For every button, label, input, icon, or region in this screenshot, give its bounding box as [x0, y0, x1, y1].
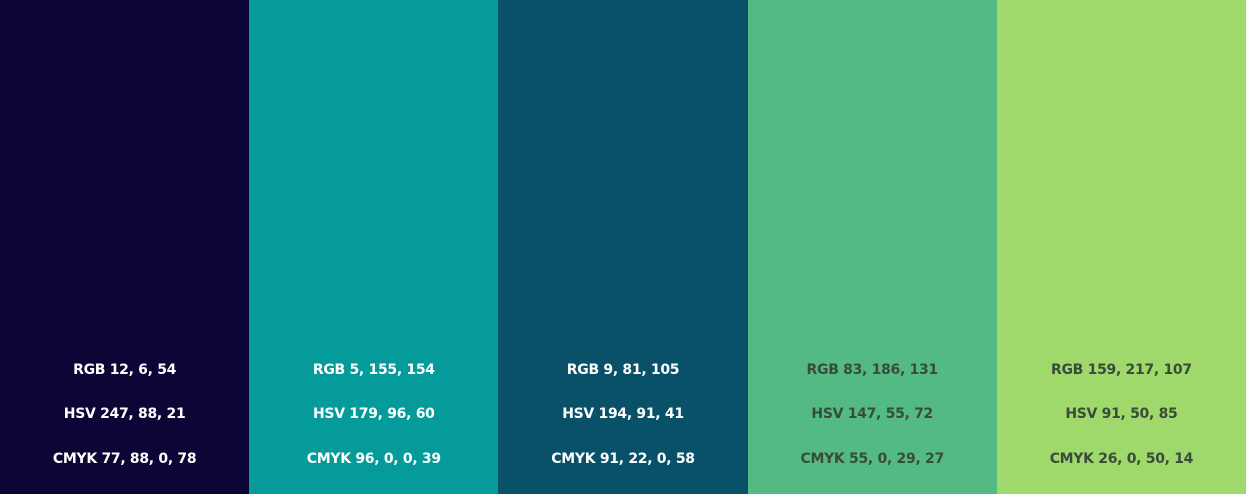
hsv-value: HSV 179, 96, 60 — [313, 406, 435, 422]
cmyk-value: CMYK 77, 88, 0, 78 — [52, 451, 197, 467]
color-swatch-4[interactable]: RGB 83, 186, 131 HSV 147, 55, 72 CMYK 55… — [747, 0, 997, 494]
cmyk-value: CMYK 55, 0, 29, 27 — [800, 451, 944, 467]
rgb-value: RGB 5, 155, 154 — [312, 362, 435, 378]
color-swatch-2[interactable]: RGB 5, 155, 154 HSV 179, 96, 60 CMYK 96,… — [249, 0, 499, 494]
hsv-value: HSV 247, 88, 21 — [63, 406, 186, 422]
rgb-value: RGB 12, 6, 54 — [73, 362, 177, 378]
color-swatch-1[interactable]: RGB 12, 6, 54 HSV 247, 88, 21 CMYK 77, 8… — [0, 0, 250, 494]
cmyk-value: CMYK 26, 0, 50, 14 — [1049, 451, 1194, 467]
color-swatch-5[interactable]: RGB 159, 217, 107 HSV 91, 50, 85 CMYK 26… — [996, 0, 1246, 494]
cmyk-value: CMYK 96, 0, 0, 39 — [306, 451, 441, 467]
hsv-value: HSV 91, 50, 85 — [1065, 406, 1178, 422]
rgb-value: RGB 9, 81, 105 — [566, 362, 680, 378]
color-swatch-3[interactable]: RGB 9, 81, 105 HSV 194, 91, 41 CMYK 91, … — [498, 0, 748, 494]
rgb-value: RGB 159, 217, 107 — [1051, 362, 1192, 378]
hsv-value: HSV 194, 91, 41 — [562, 406, 684, 422]
rgb-value: RGB 83, 186, 131 — [806, 362, 939, 378]
hsv-value: HSV 147, 55, 72 — [811, 406, 933, 422]
cmyk-value: CMYK 91, 22, 0, 58 — [551, 451, 695, 467]
